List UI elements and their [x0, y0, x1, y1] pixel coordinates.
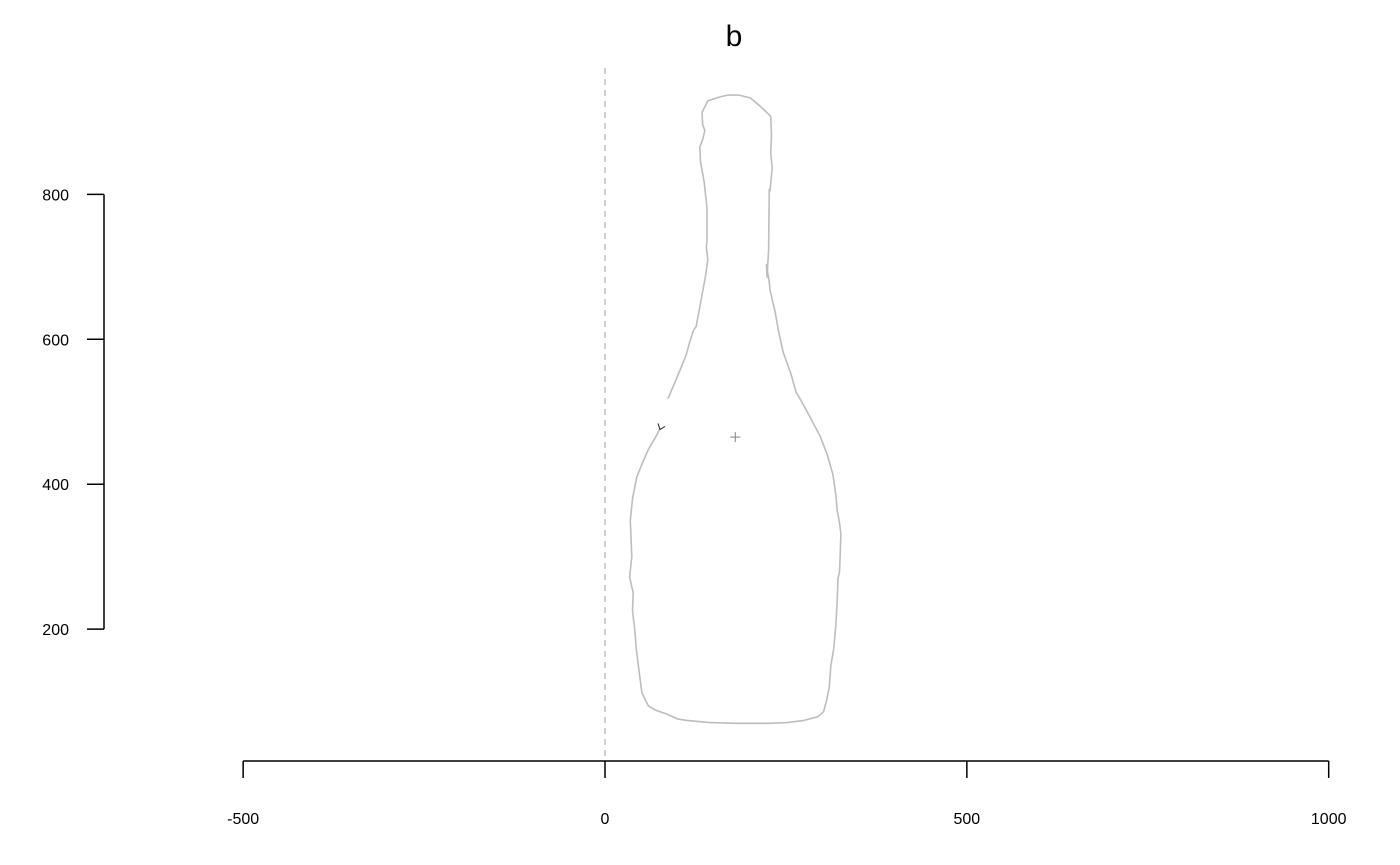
- y-tick-label: 600: [42, 332, 69, 349]
- x-tick-label: -500: [227, 811, 259, 828]
- y-tick-label: 800: [42, 187, 69, 204]
- x-axis: -500 0 500 1000: [227, 760, 1347, 828]
- outline-end-arrow: [657, 423, 666, 431]
- x-tick-label: 500: [953, 811, 980, 828]
- y-tick-label: 200: [42, 622, 69, 639]
- outline-series-0: [628, 94, 842, 725]
- x-tick-label: 0: [601, 811, 610, 828]
- plot-area: [604, 68, 842, 761]
- x-tick-label: 1000: [1311, 811, 1347, 828]
- y-axis: 200 400 600 800: [42, 187, 105, 639]
- y-tick-label: 400: [42, 477, 69, 494]
- chart-title: b: [726, 20, 743, 53]
